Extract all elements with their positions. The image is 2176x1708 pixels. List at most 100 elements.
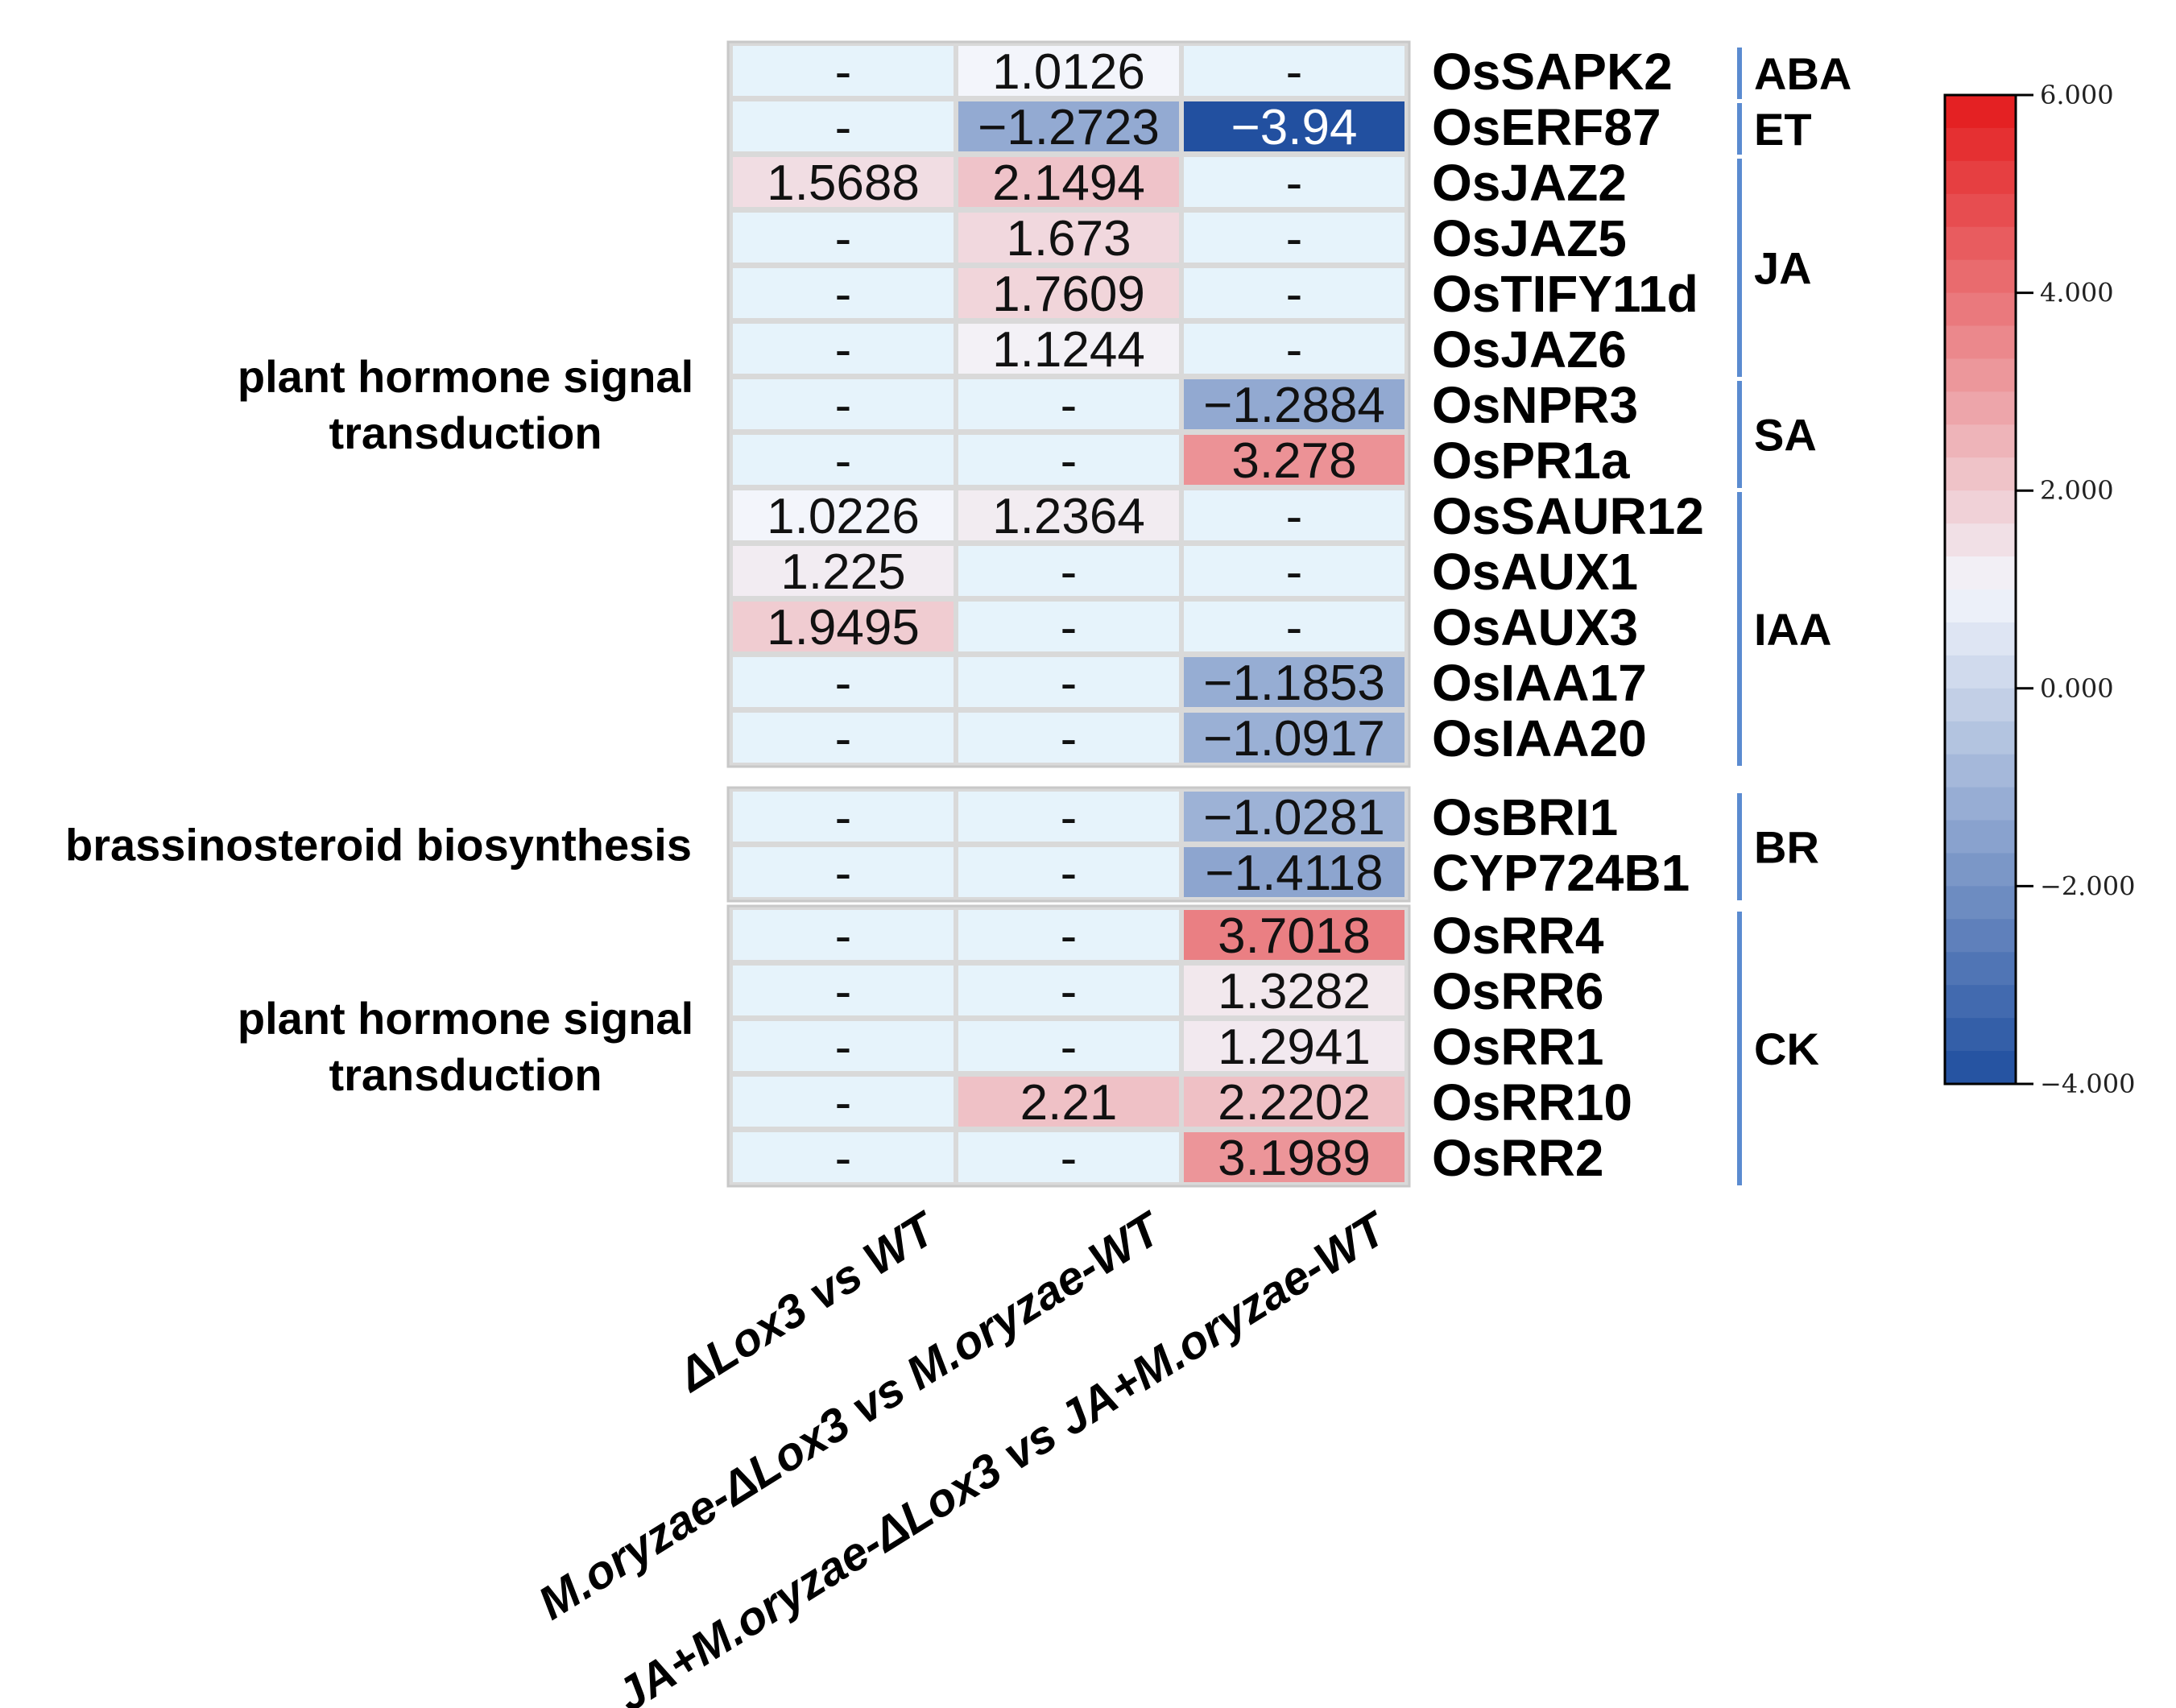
heatmap-cell xyxy=(733,213,954,263)
heatmap-cell xyxy=(958,46,1179,96)
heatmap-cell xyxy=(1184,713,1404,763)
gene-label: OsAUX1 xyxy=(1432,543,1638,601)
colorbar-segment xyxy=(1945,424,2016,458)
heatmap-cell xyxy=(958,966,1179,1015)
cell-value-label: 1.2364 xyxy=(992,489,1145,544)
cell-value-label: 1.0226 xyxy=(767,489,920,544)
cell-value-label: 2.1494 xyxy=(992,155,1145,211)
colorbar-tick-label: 0.000 xyxy=(2040,673,2114,704)
heatmap-cell xyxy=(1184,1132,1404,1182)
cell-value-label: 3.7018 xyxy=(1218,908,1371,964)
gene-label: OsERF87 xyxy=(1432,98,1661,156)
category-label: CK xyxy=(1754,1024,1819,1074)
cell-value-label: −1.0917 xyxy=(1203,711,1385,767)
colorbar-segment xyxy=(1945,457,2016,491)
cell-value-label: - xyxy=(835,908,852,964)
cell-value-label: −1.0281 xyxy=(1203,790,1385,846)
heatmap-cell xyxy=(958,268,1179,318)
heatmap-cell xyxy=(1184,546,1404,596)
cell-value-label: - xyxy=(835,711,852,767)
heatmap-cell xyxy=(733,602,954,651)
heatmap-cell xyxy=(733,1077,954,1127)
cell-value-label: −1.2884 xyxy=(1203,378,1385,433)
cell-value-label: - xyxy=(1286,211,1303,267)
heatmap-cell xyxy=(958,379,1179,429)
heatmap-cell xyxy=(958,1077,1179,1127)
heatmap-cell xyxy=(1184,101,1404,151)
cell-value-label: - xyxy=(1286,155,1303,211)
colorbar-segment xyxy=(1945,787,2016,821)
colorbar-segment xyxy=(1945,391,2016,425)
heatmap-cell xyxy=(1184,1077,1404,1127)
cell-value-label: - xyxy=(1061,544,1078,600)
colorbar-tick-label: −4.000 xyxy=(2040,1069,2135,1099)
cell-value-label: - xyxy=(1286,544,1303,600)
cell-value-label: 1.225 xyxy=(780,544,905,600)
gene-label: OsRR1 xyxy=(1432,1018,1603,1076)
cell-value-label: - xyxy=(835,964,852,1019)
heatmap-cell xyxy=(1184,1021,1404,1071)
cell-value-label: - xyxy=(1061,790,1078,846)
column-label: JA+M.oryzae-ΔLox3 vs JA+M.oryzae-WT xyxy=(607,1201,1398,1708)
cell-value-label: - xyxy=(835,790,852,846)
colorbar-segment xyxy=(1945,589,2016,623)
heatmap-cell xyxy=(958,602,1179,651)
cell-value-label: - xyxy=(835,322,852,378)
heatmap-cell xyxy=(958,101,1179,151)
gene-label: OsPR1a xyxy=(1432,432,1630,490)
heatmap-cell xyxy=(958,1021,1179,1071)
cell-value-label: - xyxy=(835,1131,852,1186)
cell-value-label: 1.3282 xyxy=(1218,964,1371,1019)
heatmap-cell xyxy=(958,157,1179,207)
cell-value-label: - xyxy=(1061,655,1078,711)
cell-value-label: - xyxy=(1061,908,1078,964)
gene-label: OsRR6 xyxy=(1432,962,1603,1020)
colorbar-segment xyxy=(1945,193,2016,228)
cell-value-label: - xyxy=(1061,964,1078,1019)
cell-value-label: 2.2202 xyxy=(1218,1075,1371,1131)
heatmap-cell xyxy=(733,490,954,540)
colorbar-segment xyxy=(1945,556,2016,590)
cell-value-label: −3.94 xyxy=(1231,100,1358,155)
cell-value-label: - xyxy=(835,433,852,489)
cell-value-label: 2.21 xyxy=(1020,1075,1118,1131)
colorbar-segment xyxy=(1945,358,2016,392)
heatmap-cell xyxy=(1184,157,1404,207)
heatmap-cell xyxy=(958,546,1179,596)
gene-label: OsRR2 xyxy=(1432,1129,1603,1187)
colorbar-segment xyxy=(1945,754,2016,788)
heatmap-cell xyxy=(958,213,1179,263)
gene-label: CYP724B1 xyxy=(1432,844,1690,902)
heatmap-cells xyxy=(726,40,1411,1188)
cell-value-label: - xyxy=(1061,846,1078,901)
gene-label: OsIAA20 xyxy=(1432,709,1647,767)
cell-value-label: - xyxy=(1061,600,1078,655)
colorbar-tick-label: −2.000 xyxy=(2040,871,2135,901)
cell-value-label: - xyxy=(1061,1019,1078,1075)
cell-value-label: - xyxy=(1061,711,1078,767)
colorbar-segment xyxy=(1945,721,2016,755)
cell-value-label: - xyxy=(835,100,852,155)
heatmap-cell xyxy=(958,324,1179,374)
heatmap-cell xyxy=(1184,847,1404,897)
gene-label: OsIAA17 xyxy=(1432,654,1647,712)
heatmap-cell xyxy=(958,1132,1179,1182)
pathway-label: plant hormone signal xyxy=(238,993,693,1044)
heatmap-cell xyxy=(733,657,954,707)
heatmap-cell xyxy=(1184,213,1404,263)
colorbar-frame xyxy=(1943,93,2017,1086)
cell-value-label: 1.7609 xyxy=(992,267,1145,322)
cell-value-label: - xyxy=(1286,489,1303,544)
colorbar-tick-label: 4.000 xyxy=(2040,278,2114,308)
cell-value-label: 1.9495 xyxy=(767,600,920,655)
heatmap-cell xyxy=(733,910,954,960)
gene-label: OsBRI1 xyxy=(1432,788,1618,846)
cell-value-label: - xyxy=(1286,267,1303,322)
heatmap-cell xyxy=(958,490,1179,540)
colorbar-segment xyxy=(1945,919,2016,953)
heatmap-cell xyxy=(733,713,954,763)
cell-value-label: - xyxy=(835,1075,852,1131)
heatmap-cell xyxy=(1184,490,1404,540)
heatmap-cell xyxy=(1184,268,1404,318)
